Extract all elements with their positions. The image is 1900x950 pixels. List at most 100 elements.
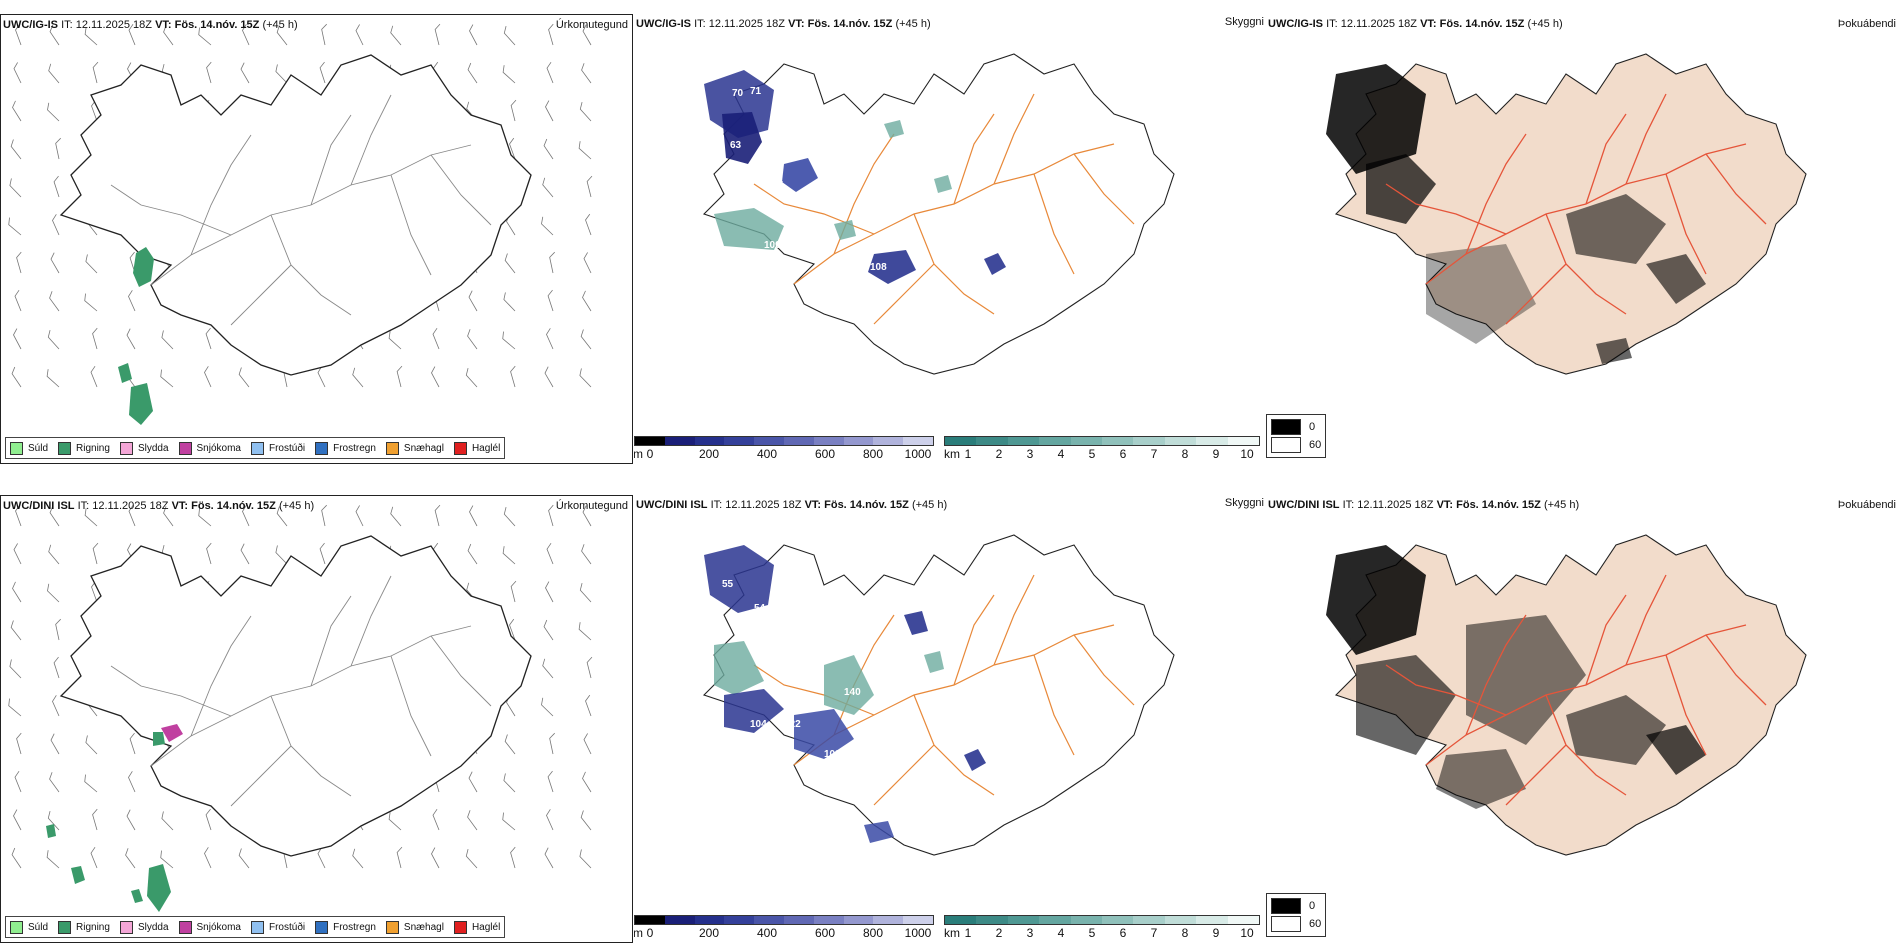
legend-label: Haglél xyxy=(471,921,501,933)
fog-title-row2: Þokuábendi xyxy=(1837,499,1896,511)
wind-barb xyxy=(321,504,327,527)
wind-barb xyxy=(388,812,402,831)
wind-barb xyxy=(12,581,22,603)
fog-panel-row1: UWC/IG-IS IT: 12.11.2025 18Z VT: Fös. 14… xyxy=(1266,14,1900,464)
wind-barb xyxy=(431,847,440,869)
colorbar-unit: km xyxy=(944,926,960,940)
wind-barb xyxy=(85,735,98,755)
fog-legend-item: 60 xyxy=(1271,915,1321,933)
legend-label: Rigning xyxy=(76,442,110,454)
wind-barb xyxy=(238,848,250,869)
legend-item: Rigning xyxy=(58,441,110,455)
wind-barb xyxy=(11,366,22,388)
legend-item: Haglél xyxy=(453,920,501,934)
wind-barb xyxy=(502,546,516,565)
legend-item: Slydda xyxy=(119,441,169,455)
precip-legend-row1: Súld Rigning Slydda Snjókoma Frostúði Fr… xyxy=(5,437,506,459)
wind-barb xyxy=(502,812,516,831)
wind-barb xyxy=(206,542,212,565)
precip-legend-row2: Súld Rigning Slydda Snjókoma Frostúði Fr… xyxy=(5,916,506,938)
fog-map-row1 xyxy=(1326,53,1807,375)
wind-barb xyxy=(206,61,212,84)
wind-barb xyxy=(49,772,60,793)
wind-barb xyxy=(84,293,98,312)
wind-barb xyxy=(50,733,60,755)
fog-panel-row2: UWC/DINI ISL IT: 12.11.2025 18Z VT: Fös.… xyxy=(1266,495,1900,943)
legend-swatch xyxy=(315,441,329,455)
wind-barb xyxy=(510,99,517,122)
wind-barb xyxy=(543,138,554,160)
tick-label: 600 xyxy=(814,926,836,940)
wind-barb xyxy=(503,773,516,793)
wind-barb xyxy=(542,658,554,679)
precip-patches xyxy=(118,247,154,450)
wind-barb xyxy=(160,369,174,388)
legend-label: 0 xyxy=(1309,421,1316,433)
legend-item: Súld xyxy=(10,441,48,455)
wind-barb xyxy=(549,251,555,274)
fog-title-row1: Þokuábendi xyxy=(1837,18,1896,30)
wind-barb xyxy=(129,251,136,274)
wind-barb xyxy=(276,506,288,527)
wind-barb xyxy=(128,290,136,312)
wind-barb xyxy=(388,331,402,350)
wind-barb xyxy=(92,61,99,84)
wind-barb xyxy=(431,366,440,388)
precip-panel-row1: UWC/IG-IS IT: 12.11.2025 18Z VT: Fös. 14… xyxy=(0,14,633,464)
map-label: 54 xyxy=(758,194,770,205)
header-row2: UWC/DINI ISL IT: 12.11.2025 18Z VT: Fös.… xyxy=(3,500,315,512)
legend-swatch xyxy=(385,441,399,455)
wind-barb xyxy=(390,506,402,527)
wind-barb xyxy=(10,139,22,160)
legend-label: 60 xyxy=(1309,918,1322,930)
legend-item: Snæhagl xyxy=(385,920,444,934)
map-label: 63 xyxy=(730,140,742,151)
wind-barb xyxy=(8,698,22,717)
wind-barb xyxy=(580,329,592,350)
wind-barb xyxy=(240,62,250,84)
legend-label: Snjókoma xyxy=(196,921,241,933)
tick-label: 8 xyxy=(1181,926,1189,940)
tick-label: 6 xyxy=(1119,447,1127,461)
wind-barb xyxy=(583,733,592,755)
map-label: 71 xyxy=(750,86,762,97)
map-label: 10 xyxy=(934,623,946,634)
wind-barb xyxy=(579,583,592,603)
map-label: 97 xyxy=(772,180,784,191)
wind-barb xyxy=(355,505,364,527)
legend-swatch xyxy=(119,920,133,934)
wind-barb xyxy=(275,545,288,565)
wind-barb xyxy=(321,23,327,46)
wind-barb xyxy=(204,366,212,388)
header-row1: UWC/IG-IS IT: 12.11.2025 18Z VT: Fös. 14… xyxy=(3,19,298,31)
wind-barb xyxy=(434,23,441,46)
map-label: 140 xyxy=(844,687,861,698)
legend-item: Frostúði xyxy=(250,920,305,934)
tick-label: 400 xyxy=(756,926,778,940)
wind-barb xyxy=(10,620,22,641)
wind-barb xyxy=(544,847,554,869)
wind-barb xyxy=(15,23,22,46)
legend-swatch xyxy=(315,920,329,934)
wind-barb xyxy=(582,290,592,312)
wind-barb xyxy=(432,808,440,831)
wind-barb xyxy=(13,328,22,350)
wind-barb xyxy=(504,734,516,755)
wind-barb xyxy=(541,697,554,717)
tick-label: 400 xyxy=(756,447,778,461)
legend-swatch xyxy=(119,441,133,455)
fog-shading xyxy=(1326,545,1706,809)
visibility-panel-row2: 54 55 10 104 107 140 108 122 UWC/DINI IS… xyxy=(634,495,1266,943)
wind-barb xyxy=(317,366,326,388)
wind-barb xyxy=(467,543,478,565)
tick-label: 8 xyxy=(1181,447,1189,461)
wind-barb xyxy=(92,327,98,350)
tick-label: 7 xyxy=(1150,926,1158,940)
wind-barb xyxy=(549,732,555,755)
wind-barb xyxy=(47,811,60,831)
wind-barb xyxy=(52,695,60,717)
fog-legend-item: 0 xyxy=(1271,897,1321,915)
wind-barb xyxy=(48,63,60,84)
tick-label: 800 xyxy=(862,926,884,940)
wind-barb xyxy=(546,542,554,565)
